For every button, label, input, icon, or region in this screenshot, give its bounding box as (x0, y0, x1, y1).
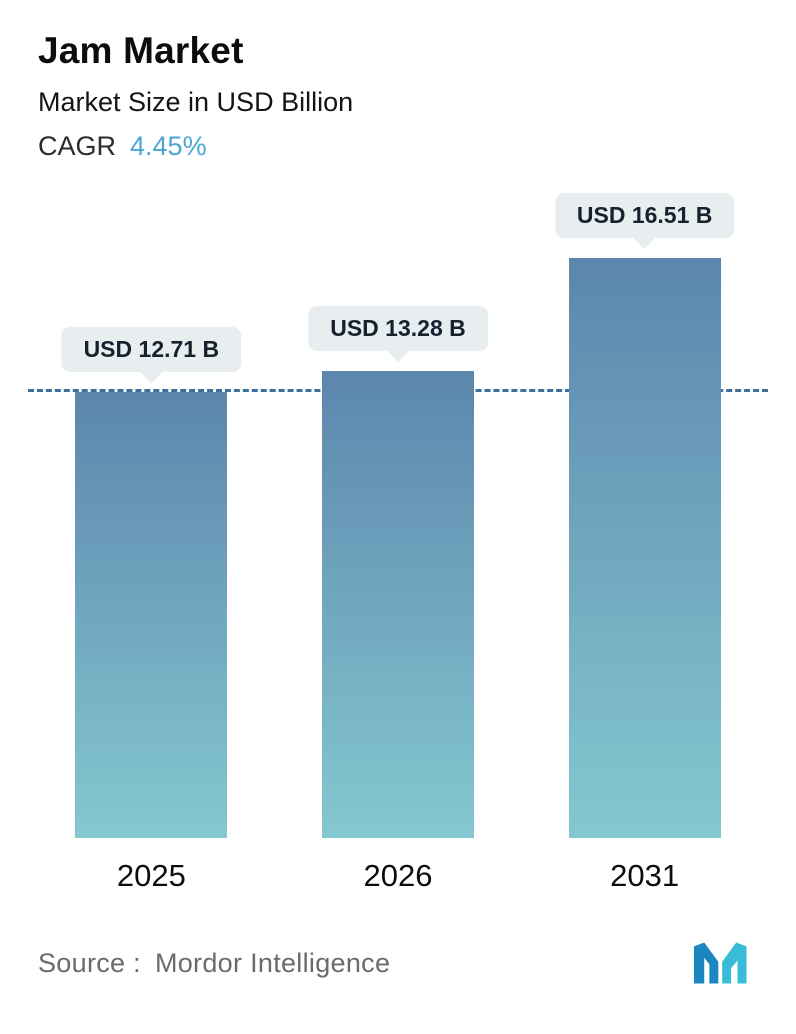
value-badge: USD 13.28 B (308, 306, 488, 352)
source-attribution: Source : Mordor Intelligence (38, 948, 390, 979)
chart-subtitle: Market Size in USD Billion (38, 87, 354, 117)
chart-header: Jam Market Market Size in USD Billion CA… (0, 0, 796, 162)
cagr-value: 4.45% (130, 131, 207, 161)
bar-column: USD 16.51 B 2031 (554, 190, 735, 900)
bar-chart: USD 12.71 B 2025 USD 13.28 B 2026 USD 16… (28, 190, 768, 900)
cagr-label: CAGR (38, 131, 117, 161)
cagr-row: CAGR 4.45% (38, 131, 758, 162)
mordor-intelligence-logo (694, 942, 747, 984)
value-badge: USD 12.71 B (61, 326, 242, 372)
logo-right-shape (722, 942, 747, 984)
category-label: 2026 (363, 858, 433, 893)
source-value: Mordor Intelligence (154, 947, 391, 978)
bar-column: USD 13.28 B 2026 (308, 190, 488, 900)
bar (321, 371, 474, 838)
logo-left-shape (694, 942, 719, 984)
category-label: 2025 (116, 858, 186, 893)
category-label: 2031 (610, 858, 680, 893)
chart-title: Jam Market (38, 30, 244, 71)
bar-column: USD 12.71 B 2025 (61, 190, 242, 900)
value-badge: USD 16.51 B (554, 193, 735, 238)
source-label: Source : (38, 947, 141, 978)
bar (75, 391, 228, 838)
chart-footer: Source : Mordor Intelligence (38, 942, 758, 984)
bar (568, 258, 721, 838)
